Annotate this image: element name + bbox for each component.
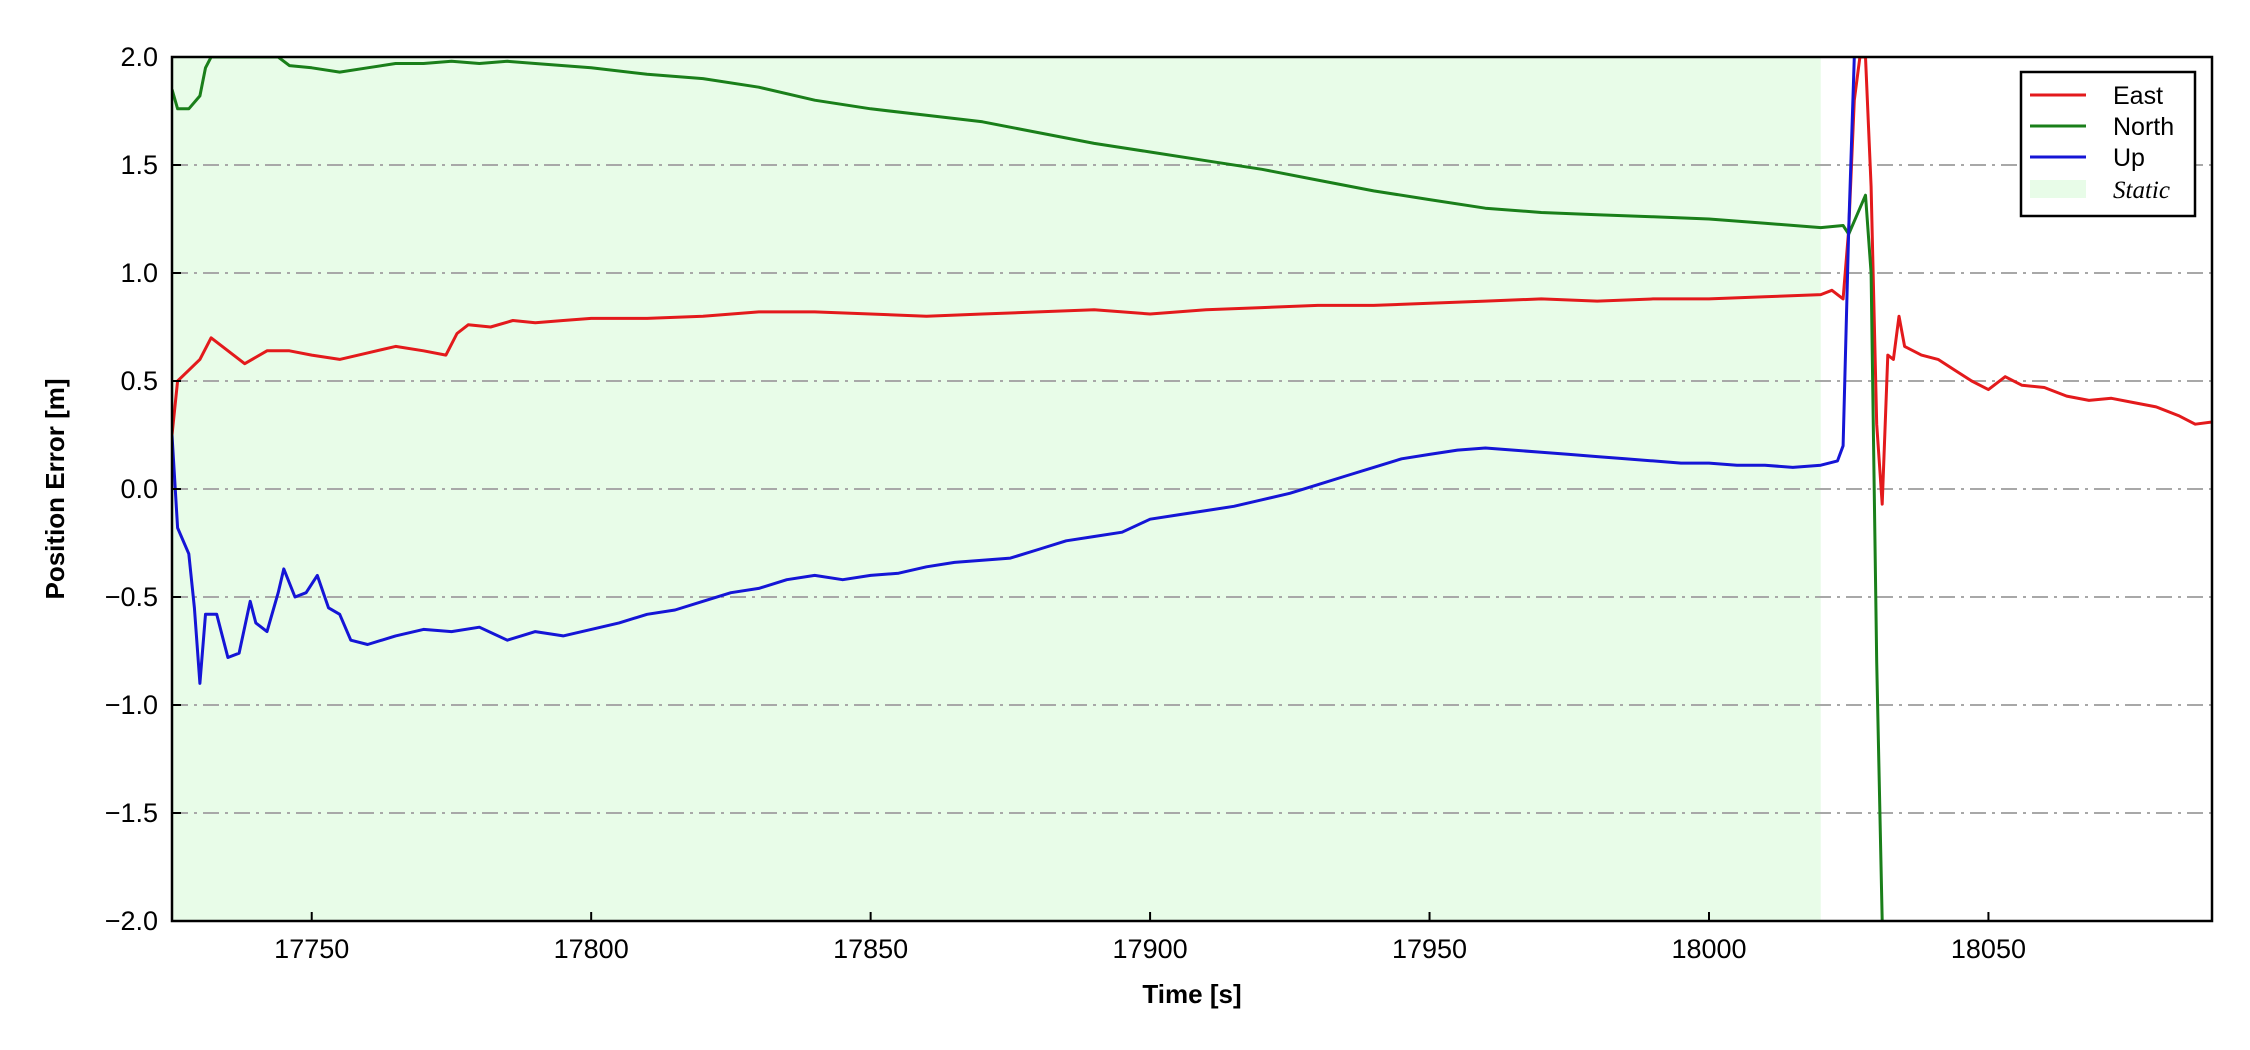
y-tick-label: 1.5 bbox=[120, 150, 158, 180]
y-tick-label: 2.0 bbox=[120, 42, 158, 72]
y-tick-label: −1.5 bbox=[105, 798, 158, 828]
x-tick-label: 18050 bbox=[1951, 934, 2026, 964]
y-tick-label: 1.0 bbox=[120, 258, 158, 288]
y-axis-label: Position Error [m] bbox=[40, 378, 70, 599]
x-tick-label: 17950 bbox=[1392, 934, 1467, 964]
legend: East North Up Static bbox=[2019, 70, 2197, 218]
legend-label-static: Static bbox=[2113, 177, 2170, 204]
x-axis-label: Time [s] bbox=[1142, 979, 1241, 1009]
x-tick-label: 17750 bbox=[274, 934, 349, 964]
x-tick-label: 17900 bbox=[1113, 934, 1188, 964]
x-tick-label: 17850 bbox=[833, 934, 908, 964]
x-tick-label: 18000 bbox=[1671, 934, 1746, 964]
legend-label-up: Up bbox=[2113, 144, 2145, 172]
series-line-north bbox=[172, 57, 1884, 921]
y-tick-label: −1.0 bbox=[105, 690, 158, 720]
series-line-east bbox=[172, 57, 2212, 506]
y-tick-label: 0.5 bbox=[120, 366, 158, 396]
series-layer bbox=[172, 57, 2212, 921]
y-tick-label: −0.5 bbox=[105, 582, 158, 612]
legend-swatch-static bbox=[2030, 180, 2086, 198]
y-tick-label: −2.0 bbox=[105, 906, 158, 936]
series-line-up bbox=[172, 57, 1856, 685]
legend-label-north: North bbox=[2113, 113, 2174, 141]
y-tick-label: 0.0 bbox=[120, 474, 158, 504]
legend-label-east: East bbox=[2113, 82, 2163, 110]
legend-entries: East North Up Static bbox=[2030, 82, 2174, 204]
x-tick-label: 17800 bbox=[554, 934, 629, 964]
tick-layer: 17750 17800 17850 17900 17950 18000 18050 −2.0 −… bbox=[105, 42, 2026, 964]
